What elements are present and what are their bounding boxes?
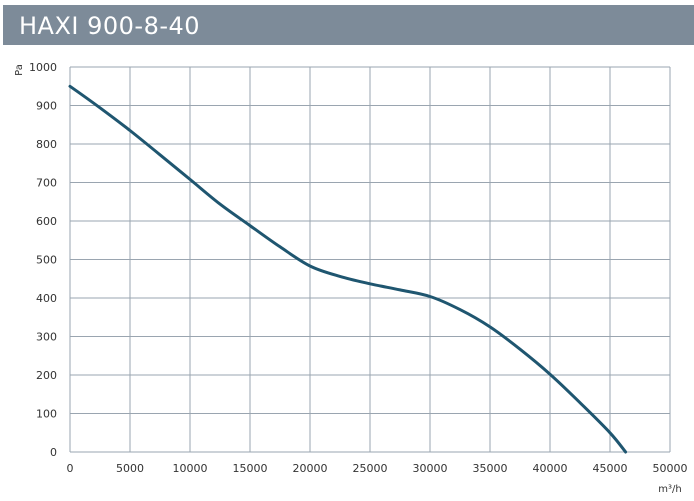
y-tick-label: 1000 bbox=[29, 61, 57, 74]
y-axis-label: Pa bbox=[14, 64, 25, 76]
grid-lines bbox=[69, 66, 671, 453]
y-tick-label: 800 bbox=[36, 138, 57, 151]
chart-title: HAXI 900-8-40 bbox=[19, 12, 201, 40]
y-tick-label: 400 bbox=[36, 292, 57, 305]
y-tick-label: 600 bbox=[36, 215, 57, 228]
x-tick-label: 45000 bbox=[593, 462, 628, 475]
x-tick-label: 50000 bbox=[653, 462, 688, 475]
y-tick-label: 300 bbox=[36, 331, 57, 344]
x-tick-label: 20000 bbox=[293, 462, 328, 475]
y-tick-labels: 0 100 200 300 400 500 600 700 800 900 1000 bbox=[29, 61, 57, 459]
y-tick-label: 500 bbox=[36, 254, 57, 267]
x-tick-label: 40000 bbox=[533, 462, 568, 475]
x-tick-labels: 0 5000 10000 15000 20000 25000 30000 35000 40000… bbox=[67, 462, 688, 475]
x-tick-label: 30000 bbox=[413, 462, 448, 475]
x-tick-label: 0 bbox=[67, 462, 74, 475]
x-axis-label: m³/h bbox=[658, 484, 681, 495]
x-tick-label: 5000 bbox=[116, 462, 144, 475]
series-group bbox=[68, 84, 628, 454]
y-tick-label: 200 bbox=[36, 369, 57, 382]
y-tick-label: 0 bbox=[50, 446, 57, 459]
y-tick-label: 700 bbox=[36, 177, 57, 190]
x-tick-label: 35000 bbox=[473, 462, 508, 475]
x-tick-label: 25000 bbox=[353, 462, 388, 475]
x-tick-label: 15000 bbox=[233, 462, 268, 475]
chart-header-bar: HAXI 900-8-40 bbox=[3, 5, 694, 45]
x-tick-label: 10000 bbox=[173, 462, 208, 475]
y-tick-label: 900 bbox=[36, 100, 57, 113]
series-line bbox=[68, 84, 628, 454]
y-tick-label: 100 bbox=[36, 408, 57, 421]
